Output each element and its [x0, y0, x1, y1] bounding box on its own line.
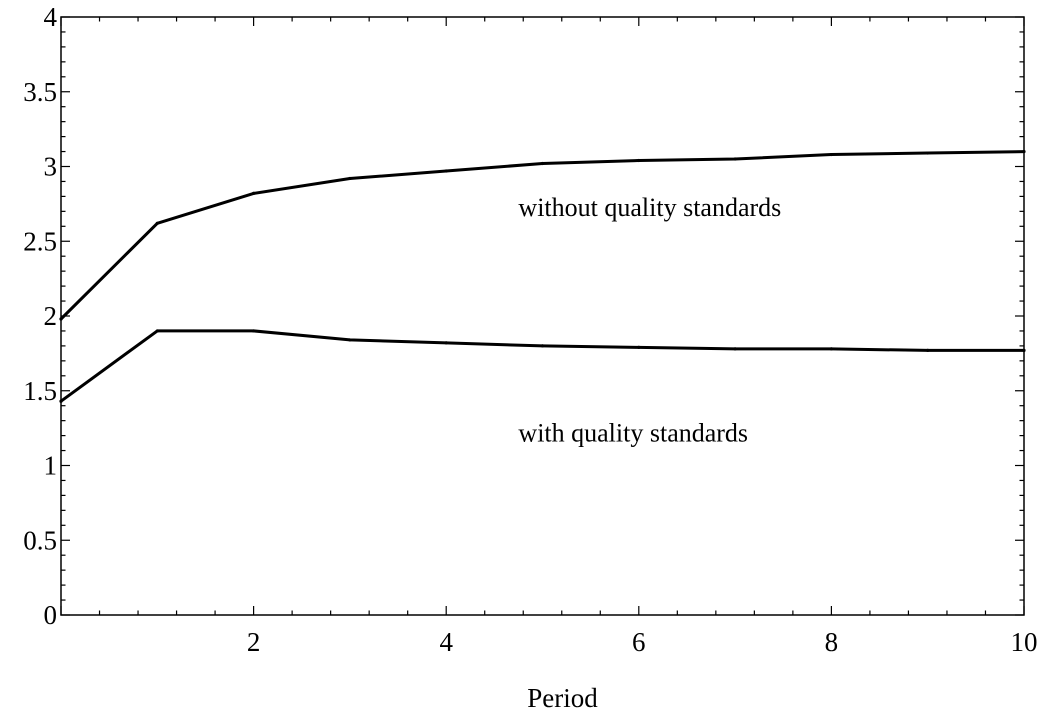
series-lines: [59, 149, 1026, 403]
x-tick-label: 8: [825, 627, 839, 657]
series-2-point: [252, 329, 256, 333]
series-1-point: [444, 169, 448, 173]
annotation-label: with quality standards: [518, 419, 748, 448]
series-1-point: [637, 158, 641, 163]
plot-frame: [60, 16, 1025, 616]
series-2-point: [829, 347, 834, 351]
y-tick-labels: 0 0.5 1 1.5 2 2.5 3 3.5 4: [23, 2, 57, 630]
series-1-point: [733, 157, 737, 161]
y-tick-label: 4: [44, 2, 58, 32]
x-tick-label: 6: [632, 627, 646, 657]
x-tick-labels: 2 4 6 8 10: [247, 627, 1038, 657]
series-2-point: [444, 341, 448, 345]
series-2-point: [348, 338, 352, 342]
series-1-point: [829, 152, 834, 157]
series-2-point: [637, 345, 641, 349]
y-tick-label: 1.5: [23, 376, 57, 406]
y-tick-label: 2.5: [23, 226, 57, 256]
x-tick-label: 2: [247, 627, 261, 657]
y-tick-label: 3: [44, 152, 58, 182]
y-tick-label: 2: [44, 301, 58, 331]
chart-annotations: without quality standards with quality st…: [518, 193, 781, 448]
annotation-label: without quality standards: [518, 193, 781, 222]
y-tick-label: 0: [44, 600, 58, 630]
series-1-point: [155, 221, 159, 225]
series-1-point: [540, 161, 545, 166]
series-2-point: [540, 344, 545, 348]
y-tick-label: 0.5: [23, 525, 57, 555]
series-1-point: [348, 176, 352, 181]
y-tick-label: 1: [44, 451, 58, 481]
series-2-point: [733, 347, 737, 351]
series-1-point: [926, 151, 930, 155]
y-tick-label: 3.5: [23, 77, 57, 107]
series-2-point: [926, 348, 930, 352]
series-2-point: [155, 329, 159, 333]
series-1-point: [252, 191, 256, 196]
x-tick-label: 4: [439, 627, 453, 657]
x-axis-label: Period: [527, 683, 598, 713]
x-tick-label: 10: [1011, 627, 1038, 657]
